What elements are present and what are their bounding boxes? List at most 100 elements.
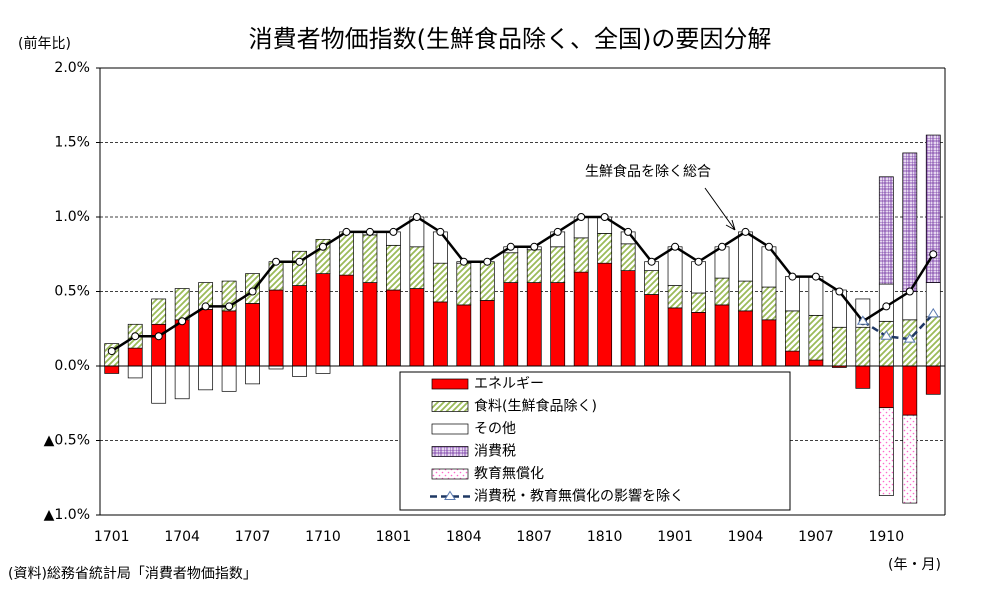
bar — [198, 309, 214, 367]
bar — [691, 292, 706, 313]
x-tick-label: 1807 — [516, 529, 552, 545]
line-marker — [835, 287, 844, 296]
line-marker — [295, 257, 304, 266]
line-marker — [788, 272, 797, 281]
y-tick-label: 0.0% — [54, 358, 90, 374]
x-tick-label: 1701 — [94, 529, 130, 545]
x-tick-label: 1707 — [235, 529, 271, 545]
line-marker — [880, 330, 893, 340]
bar — [386, 289, 401, 367]
bar — [878, 365, 894, 409]
bar — [714, 246, 730, 279]
bar — [315, 273, 331, 367]
bar — [362, 234, 378, 283]
legend-swatch — [431, 423, 469, 435]
line-marker — [389, 227, 398, 236]
bar — [878, 320, 894, 367]
bar — [409, 288, 425, 367]
line-marker — [694, 257, 703, 266]
bar — [292, 365, 307, 377]
x-tick-label: 1910 — [868, 529, 904, 545]
legend-label: 教育無償化 — [474, 466, 544, 482]
legend-swatch — [431, 401, 469, 412]
bar — [503, 282, 519, 367]
y-tick-label: 1.0% — [54, 209, 90, 225]
bar — [362, 282, 378, 367]
bar — [761, 286, 777, 321]
legend-swatch — [431, 468, 469, 480]
y-tick-label: 1.5% — [54, 135, 90, 151]
line-marker — [647, 257, 656, 266]
y-tick-label: ▲0.5% — [44, 433, 90, 449]
y-axis-label: (前年比) — [18, 35, 71, 52]
bar — [292, 250, 307, 286]
x-axis-label: (年・月) — [888, 557, 941, 573]
x-tick-label: 1907 — [798, 529, 834, 545]
bar — [714, 304, 730, 367]
bar — [432, 301, 448, 367]
line-marker — [154, 332, 163, 341]
line — [862, 313, 935, 341]
line-marker — [459, 257, 468, 266]
legend-swatch — [431, 378, 469, 390]
bar — [925, 365, 941, 395]
legend-label: エネルギー — [474, 376, 544, 392]
bar — [691, 312, 706, 367]
line-marker — [927, 307, 940, 318]
bar — [785, 310, 800, 352]
line-marker — [178, 317, 187, 326]
line-marker — [553, 227, 562, 236]
bar — [902, 319, 918, 367]
bar — [386, 244, 401, 291]
legend-box — [399, 371, 791, 511]
bar — [292, 285, 307, 367]
legend-label: 食料(生鮮食品除く) — [474, 398, 597, 415]
line-marker — [577, 213, 586, 221]
bar — [785, 276, 800, 312]
line-marker — [107, 347, 116, 356]
line-marker — [671, 242, 680, 251]
bar — [785, 350, 800, 367]
line-marker — [272, 257, 281, 266]
x-tick-label: 1901 — [657, 529, 693, 545]
bar — [597, 262, 613, 367]
bar — [479, 261, 495, 301]
bar — [245, 365, 260, 385]
bar — [738, 310, 753, 367]
bar — [339, 231, 354, 276]
line-marker — [624, 227, 633, 236]
line-marker — [225, 302, 234, 311]
bar — [644, 294, 659, 367]
bar — [174, 319, 190, 367]
line-marker — [718, 242, 727, 251]
bar — [902, 152, 918, 292]
bar — [456, 262, 472, 306]
y-tick-label: ▲1.0% — [44, 507, 90, 523]
bar — [526, 282, 542, 367]
legend-swatch — [431, 446, 469, 457]
bar — [151, 365, 167, 404]
bar — [831, 289, 847, 328]
bar — [808, 314, 824, 361]
bar — [503, 252, 519, 283]
line-marker — [764, 242, 773, 251]
bar — [902, 365, 918, 416]
bar — [831, 326, 847, 367]
line-marker — [436, 227, 445, 236]
x-tick-label: 1710 — [305, 529, 341, 545]
bar — [714, 277, 730, 306]
x-tick-label: 1704 — [164, 529, 200, 545]
legend-label: その他 — [474, 421, 516, 437]
line-marker — [882, 302, 891, 311]
bar — [479, 300, 495, 367]
bar — [104, 365, 120, 374]
y-tick-label: 0.5% — [54, 284, 90, 300]
bar — [667, 307, 683, 367]
line-marker — [903, 333, 916, 343]
bar — [925, 316, 941, 367]
bar — [315, 365, 331, 374]
source: (資料)総務省統計局「消費者物価指数」 — [8, 566, 257, 582]
bar — [644, 270, 659, 295]
line-marker — [811, 272, 820, 281]
